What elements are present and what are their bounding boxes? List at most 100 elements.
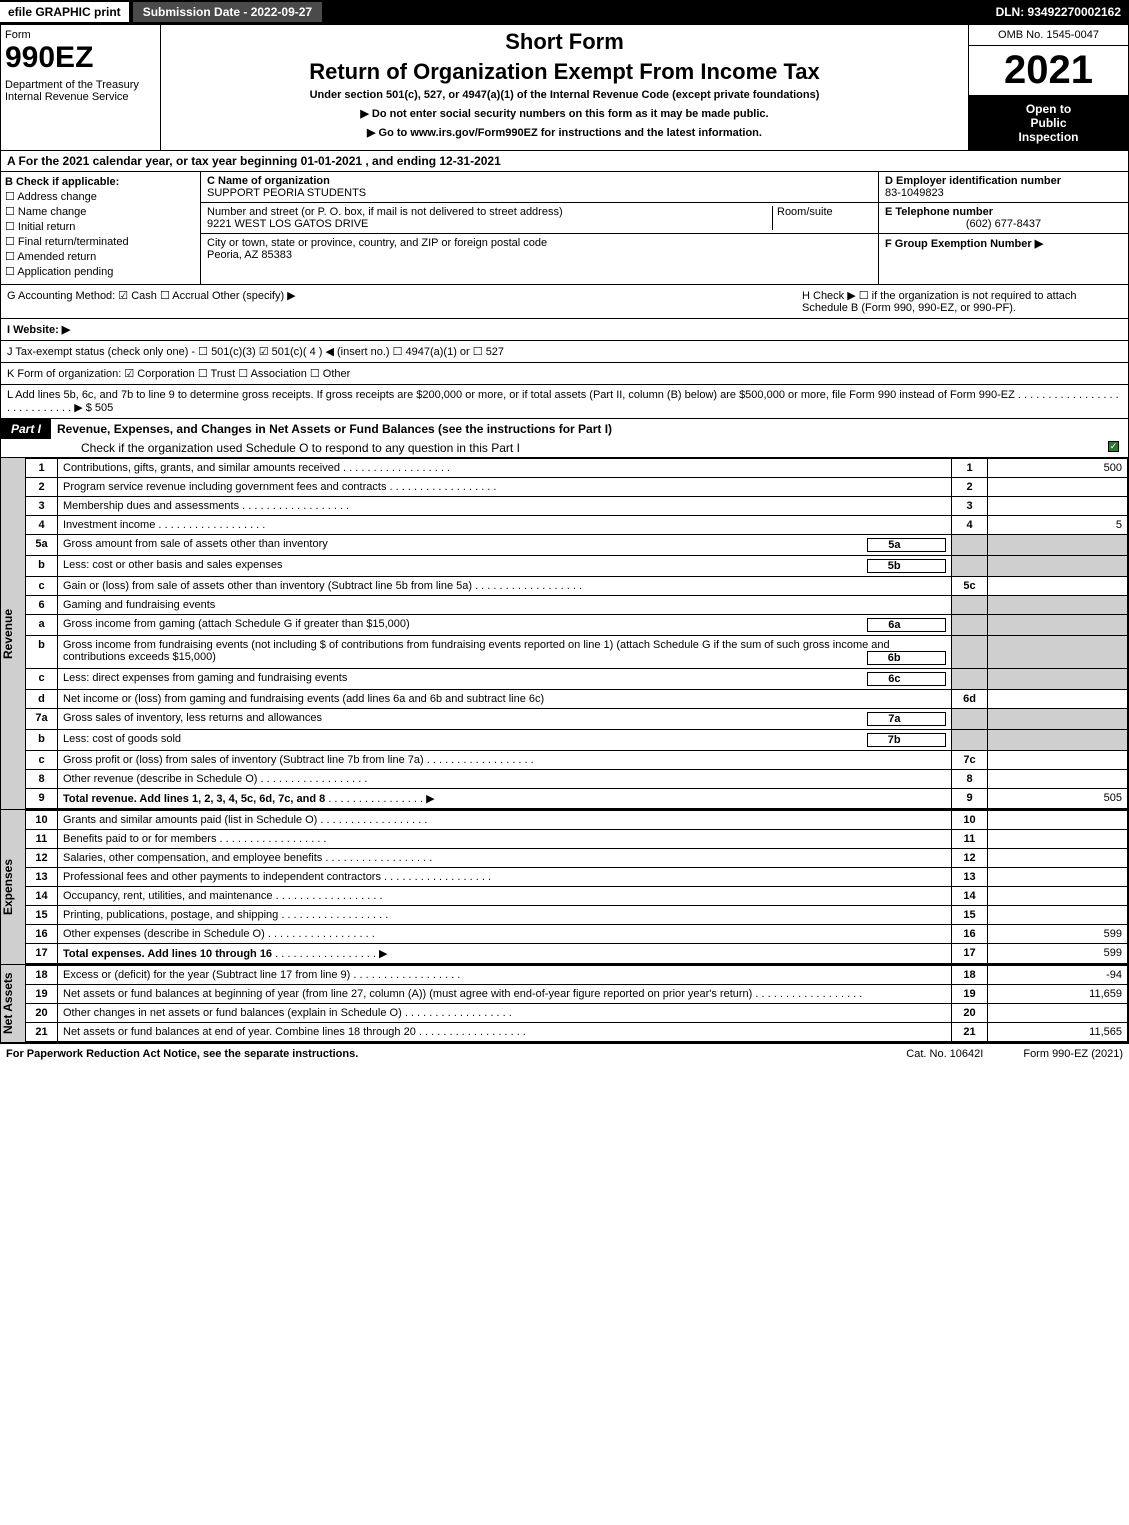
line-5b: bLess: cost or other basis and sales exp…: [26, 556, 1128, 577]
expenses-side-label: Expenses: [1, 810, 25, 964]
header-left: Form 990EZ Department of the Treasury In…: [1, 25, 161, 150]
revenue-table: 1Contributions, gifts, grants, and simil…: [25, 458, 1128, 809]
line-5c: cGain or (loss) from sale of assets othe…: [26, 577, 1128, 596]
cb-name-change[interactable]: ☐ Name change: [5, 205, 196, 218]
omb-number: OMB No. 1545-0047: [969, 25, 1128, 46]
sub-6b: 6b: [867, 651, 946, 665]
line-19: 19Net assets or fund balances at beginni…: [26, 985, 1128, 1004]
part-1-checkbox[interactable]: [1108, 441, 1119, 452]
line-21: 21Net assets or fund balances at end of …: [26, 1023, 1128, 1042]
netassets-side-label: Net Assets: [1, 965, 25, 1042]
line-14: 14Occupancy, rent, utilities, and mainte…: [26, 887, 1128, 906]
org-city: Peoria, AZ 85383: [207, 249, 292, 261]
expenses-section: Expenses 10Grants and similar amounts pa…: [0, 810, 1129, 965]
line-8: 8Other revenue (describe in Schedule O)8: [26, 770, 1128, 789]
org-address: 9221 WEST LOS GATOS DRIVE: [207, 218, 368, 230]
line-a-text: A For the 2021 calendar year, or tax yea…: [7, 154, 501, 168]
ein: 83-1049823: [885, 187, 944, 199]
form-number: 990EZ: [5, 41, 156, 75]
line-3: 3Membership dues and assessments3: [26, 497, 1128, 516]
netassets-table: 18Excess or (deficit) for the year (Subt…: [25, 965, 1128, 1042]
line-16: 16Other expenses (describe in Schedule O…: [26, 925, 1128, 944]
d-ein-label: D Employer identification number: [885, 175, 1061, 187]
form-title: Return of Organization Exempt From Incom…: [171, 59, 958, 85]
revenue-section: Revenue 1Contributions, gifts, grants, a…: [0, 458, 1129, 810]
c-city-label: City or town, state or province, country…: [207, 237, 547, 249]
sub-7b: 7b: [867, 733, 946, 747]
submission-date: Submission Date - 2022-09-27: [133, 2, 322, 22]
page-footer: For Paperwork Reduction Act Notice, see …: [0, 1043, 1129, 1064]
section-c: C Name of organization SUPPORT PEORIA ST…: [201, 172, 878, 284]
top-bar: efile GRAPHIC print Submission Date - 20…: [0, 0, 1129, 24]
line-20: 20Other changes in net assets or fund ba…: [26, 1004, 1128, 1023]
netassets-section: Net Assets 18Excess or (deficit) for the…: [0, 965, 1129, 1043]
part-1-label: Part I: [1, 419, 51, 439]
line-7c: cGross profit or (loss) from sales of in…: [26, 751, 1128, 770]
c-name-label: C Name of organization: [207, 175, 330, 187]
room-suite-label: Room/suite: [772, 206, 872, 230]
line-9: 9Total revenue. Add lines 1, 2, 3, 4, 5c…: [26, 789, 1128, 809]
line-5a: 5aGross amount from sale of assets other…: [26, 535, 1128, 556]
cb-pending[interactable]: ☐ Application pending: [5, 265, 196, 278]
inspect-3: Inspection: [975, 130, 1122, 144]
footer-mid: Cat. No. 10642I: [906, 1048, 983, 1060]
header-right: OMB No. 1545-0047 2021 Open to Public In…: [968, 25, 1128, 150]
line-11: 11Benefits paid to or for members11: [26, 830, 1128, 849]
line-g: G Accounting Method: ☑ Cash ☐ Accrual Ot…: [7, 289, 802, 314]
line-13: 13Professional fees and other payments t…: [26, 868, 1128, 887]
e-tel-label: E Telephone number: [885, 206, 993, 218]
sub-5b: 5b: [867, 559, 946, 573]
sub-6a: 6a: [867, 618, 946, 632]
line-l: L Add lines 5b, 6c, and 7b to line 9 to …: [0, 385, 1129, 419]
inspect-1: Open to: [975, 102, 1122, 116]
line-1: 1Contributions, gifts, grants, and simil…: [26, 459, 1128, 478]
tax-year: 2021: [969, 46, 1128, 96]
line-6: 6Gaming and fundraising events: [26, 596, 1128, 615]
sub-7a: 7a: [867, 712, 946, 726]
short-form-label: Short Form: [171, 29, 958, 55]
part-1-check: Check if the organization used Schedule …: [81, 441, 1108, 455]
note-ssn: ▶ Do not enter social security numbers o…: [171, 107, 958, 120]
telephone: (602) 677-8437: [885, 218, 1122, 230]
cb-initial-return[interactable]: ☐ Initial return: [5, 220, 196, 233]
line-7a: 7aGross sales of inventory, less returns…: [26, 709, 1128, 730]
line-7b: bLess: cost of goods sold7b: [26, 730, 1128, 751]
org-name: SUPPORT PEORIA STUDENTS: [207, 187, 366, 199]
c-addr-label: Number and street (or P. O. box, if mail…: [207, 206, 563, 218]
cb-address-change[interactable]: ☐ Address change: [5, 190, 196, 203]
line-10: 10Grants and similar amounts paid (list …: [26, 811, 1128, 830]
open-inspection: Open to Public Inspection: [969, 96, 1128, 150]
footer-left: For Paperwork Reduction Act Notice, see …: [6, 1048, 358, 1060]
form-label: Form: [5, 29, 156, 41]
dln: DLN: 93492270002162: [988, 2, 1129, 22]
line-6d: dNet income or (loss) from gaming and fu…: [26, 690, 1128, 709]
line-12: 12Salaries, other compensation, and empl…: [26, 849, 1128, 868]
b-label: B Check if applicable:: [5, 176, 196, 188]
expenses-table: 10Grants and similar amounts paid (list …: [25, 810, 1128, 964]
part-1-header: Part I Revenue, Expenses, and Changes in…: [0, 419, 1129, 458]
line-18: 18Excess or (deficit) for the year (Subt…: [26, 966, 1128, 985]
f-grp-label: F Group Exemption Number ▶: [885, 238, 1043, 250]
note-link[interactable]: ▶ Go to www.irs.gov/Form990EZ for instru…: [171, 126, 958, 139]
inspect-2: Public: [975, 116, 1122, 130]
sub-5a: 5a: [867, 538, 946, 552]
efile-label: efile GRAPHIC print: [0, 2, 129, 22]
line-h: H Check ▶ ☐ if the organization is not r…: [802, 289, 1122, 314]
line-k: K Form of organization: ☑ Corporation ☐ …: [0, 363, 1129, 385]
line-6c: cLess: direct expenses from gaming and f…: [26, 669, 1128, 690]
line-i: I Website: ▶: [0, 319, 1129, 341]
sub-6c: 6c: [867, 672, 946, 686]
form-subtitle: Under section 501(c), 527, or 4947(a)(1)…: [171, 89, 958, 101]
line-6b: bGross income from fundraising events (n…: [26, 636, 1128, 669]
line-6a: aGross income from gaming (attach Schedu…: [26, 615, 1128, 636]
form-header: Form 990EZ Department of the Treasury In…: [0, 24, 1129, 151]
line-a: A For the 2021 calendar year, or tax yea…: [0, 151, 1129, 172]
footer-right: Form 990-EZ (2021): [1023, 1048, 1123, 1060]
section-def: D Employer identification number 83-1049…: [878, 172, 1128, 284]
department: Department of the Treasury Internal Reve…: [5, 79, 156, 103]
line-4: 4Investment income45: [26, 516, 1128, 535]
line-17: 17Total expenses. Add lines 10 through 1…: [26, 944, 1128, 964]
cb-final-return[interactable]: ☐ Final return/terminated: [5, 235, 196, 248]
cb-amended[interactable]: ☐ Amended return: [5, 250, 196, 263]
part-1-title: Revenue, Expenses, and Changes in Net As…: [51, 419, 618, 439]
